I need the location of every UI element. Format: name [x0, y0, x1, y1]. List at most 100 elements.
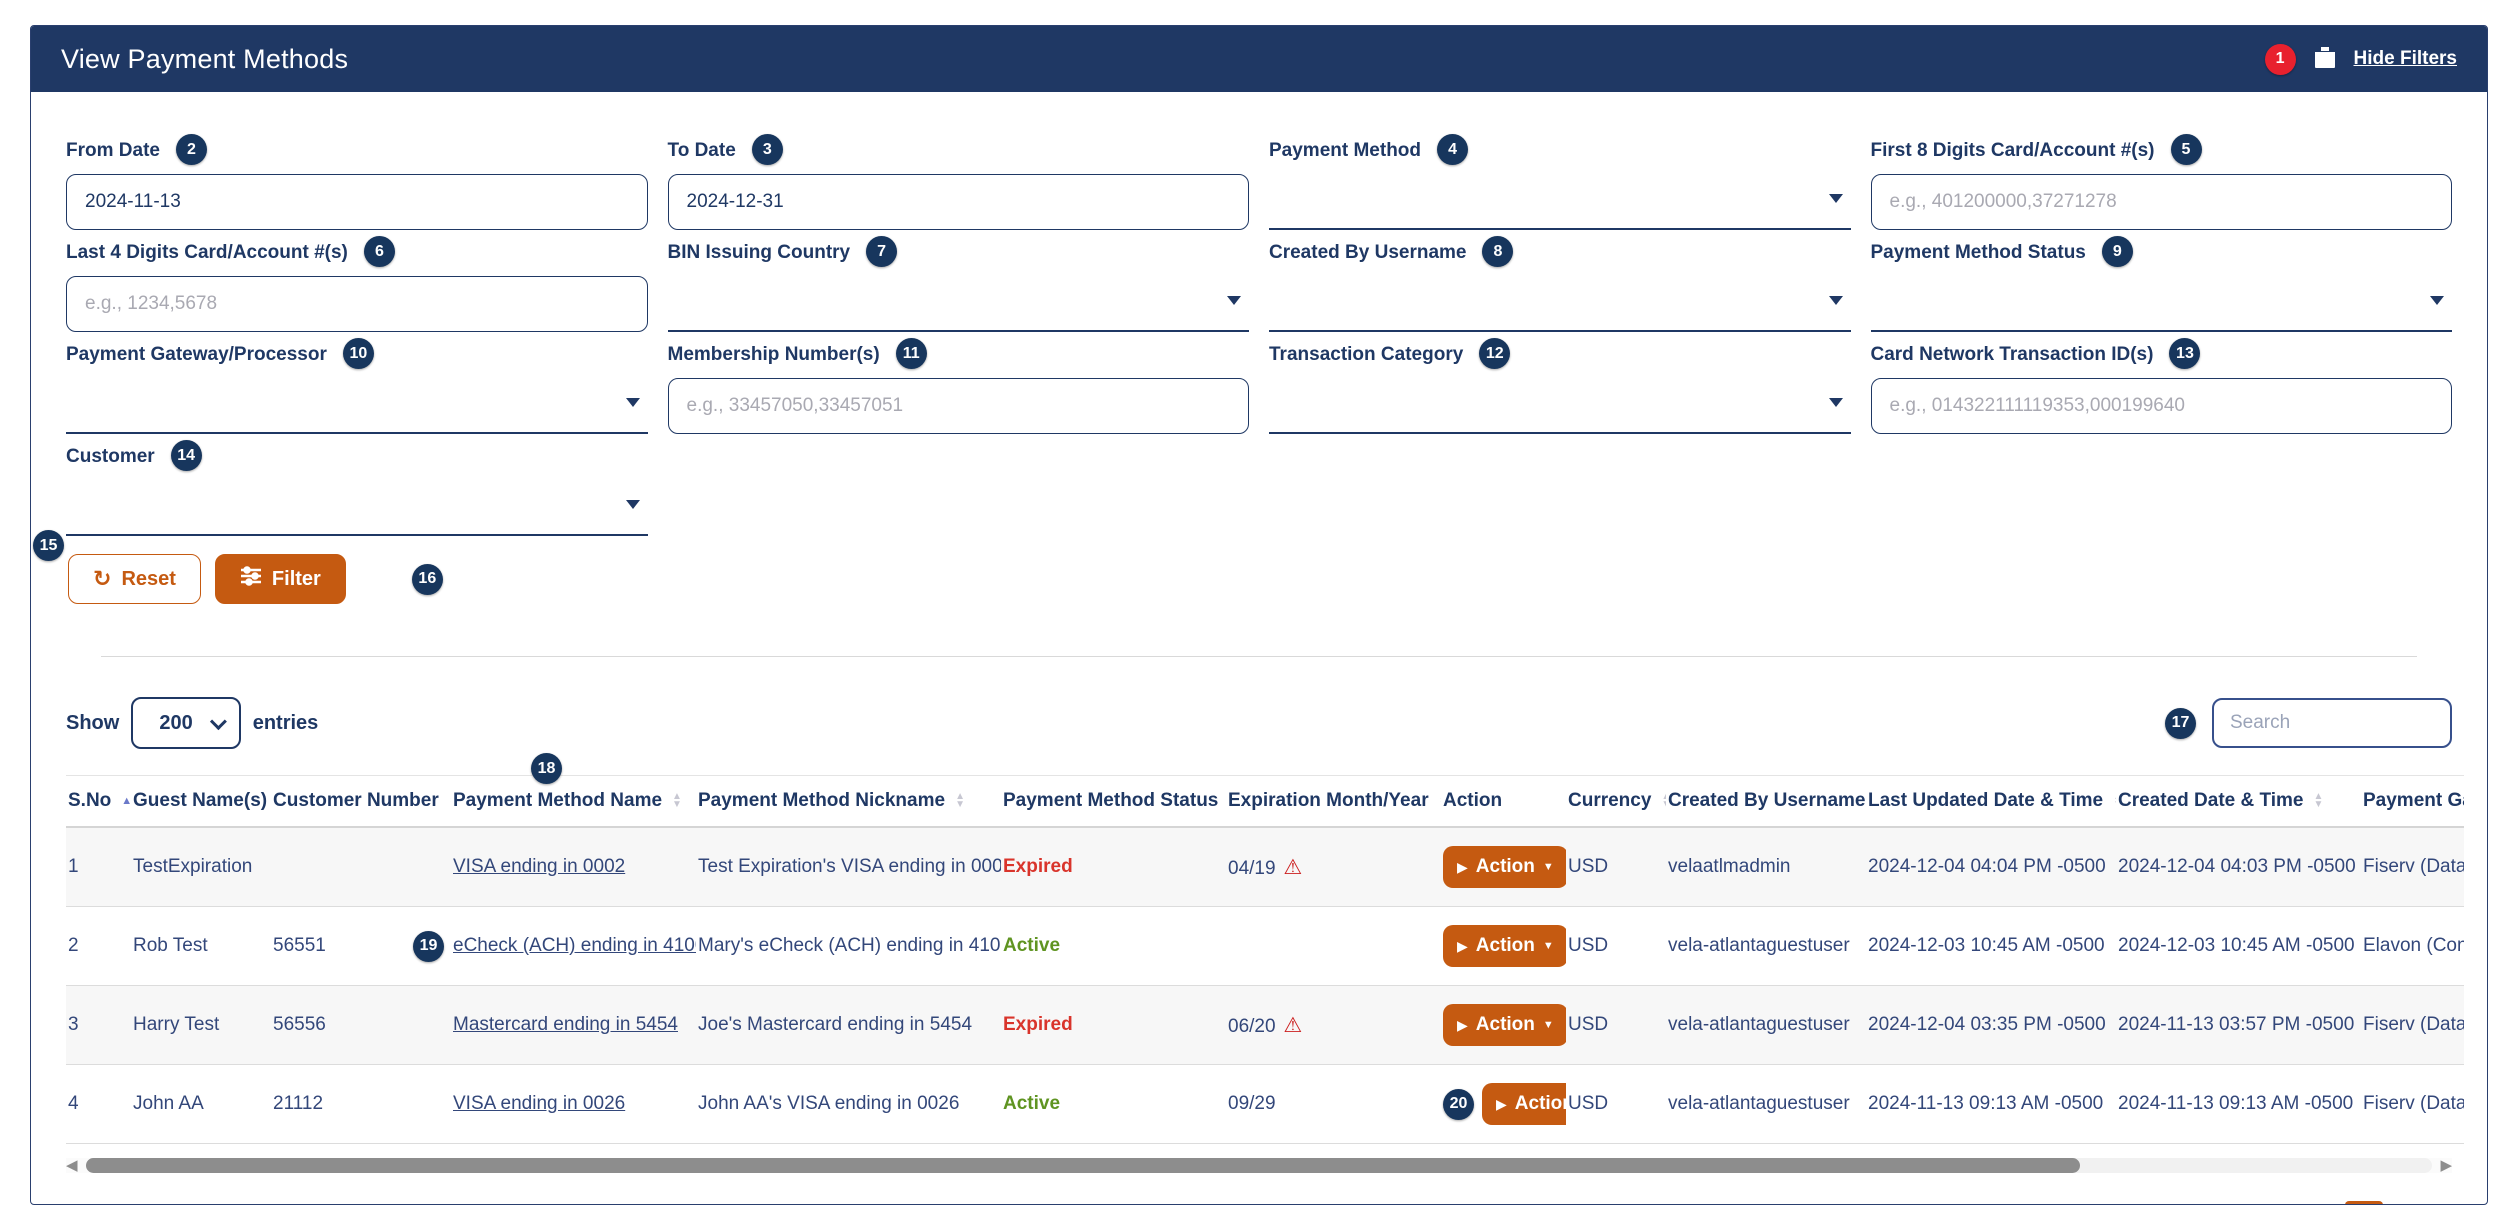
action-button[interactable]: ▶Action▼: [1443, 846, 1566, 888]
guest-name-cell: Harry Test: [131, 985, 271, 1065]
first8-label: First 8 Digits Card/Account #(s): [1870, 140, 2155, 161]
membership-input[interactable]: [667, 378, 1249, 434]
col-header-last-updated[interactable]: Last Updated Date & Time▲▼: [1866, 775, 2116, 828]
card-network-label: Card Network Transaction ID(s): [1870, 344, 2154, 365]
sliders-icon: [240, 566, 262, 592]
expiration-cell: 06/20 ⚠: [1226, 985, 1441, 1065]
sort-icon: ▲▼: [449, 792, 451, 810]
action-button[interactable]: ▶Action▼: [1443, 1004, 1566, 1046]
sort-icon: ▲▼: [2313, 791, 2324, 810]
col-header-payment-gateway[interactable]: Payment Gate: [2361, 775, 2464, 828]
last4-input[interactable]: [66, 276, 648, 332]
table-footer: Showing 1 to 4 of 4 entries 21 Previous …: [31, 1173, 2487, 1206]
currency-cell: USD: [1566, 906, 1666, 986]
sort-icon: ▲▼: [672, 791, 682, 810]
payment-method-link[interactable]: VISA ending in 0026: [453, 1093, 626, 1114]
gateway-cell: Elavon (Converge: [2361, 906, 2464, 986]
status-cell: Expired: [1001, 985, 1226, 1065]
created-by-label: Created By Username: [1269, 242, 1467, 263]
status-badge: Active: [1003, 1093, 1061, 1114]
col-header-sno[interactable]: S.No▲: [66, 775, 131, 828]
annotation-badge-4: 4: [1437, 134, 1469, 165]
payment-method-select[interactable]: [1269, 174, 1851, 230]
table-header-row: S.No▲ Guest Name(s)▲▼ Customer Number▲▼ …: [66, 775, 2464, 828]
scroll-right-icon[interactable]: ▶: [2440, 1157, 2452, 1174]
sort-icon: ▲▼: [1439, 792, 1441, 810]
table-toolbar: Show 200 entries 17: [31, 657, 2487, 775]
annotation-badge-20: 20: [1443, 1088, 1474, 1120]
table-row: 4 John AA 21112 VISA ending in 0026 John…: [66, 1064, 2464, 1144]
annotation-badge-3: 3: [751, 134, 783, 165]
customer-select[interactable]: [66, 480, 648, 536]
action-button[interactable]: ▶Action▼: [1482, 1083, 1566, 1125]
sort-icon: ▲▼: [955, 791, 965, 810]
page-number-button[interactable]: 1: [2344, 1201, 2383, 1204]
col-header-payment-method-status[interactable]: Payment Method Status▲▼: [1001, 775, 1226, 828]
hide-filters-link[interactable]: Hide Filters: [2353, 48, 2457, 69]
col-header-customer-number[interactable]: Customer Number▲▼: [271, 775, 451, 828]
last-updated-cell: 2024-12-03 10:45 AM -0500: [1866, 906, 2116, 986]
col-header-created-date[interactable]: Created Date & Time ▲ ▼: [2116, 775, 2361, 828]
search-input[interactable]: [2212, 698, 2452, 748]
caret-down-icon: [1828, 193, 1843, 203]
sno-cell: 1: [66, 827, 131, 907]
action-cell: ▶ Action ▼: [1441, 827, 1566, 907]
caret-down-icon: [625, 499, 640, 509]
customer-number-cell: [271, 827, 451, 907]
status-cell: Active: [1001, 1064, 1226, 1144]
caret-down-icon: ▼: [1542, 940, 1554, 952]
currency-cell: USD: [1566, 827, 1666, 907]
filter-button[interactable]: Filter: [214, 554, 346, 604]
annotation-badge-6: 6: [363, 236, 395, 267]
table-row: 3 Harry Test 56556 Mastercard ending in …: [66, 985, 2464, 1065]
payment-method-link[interactable]: eCheck (ACH) ending in 4100: [453, 935, 696, 956]
col-header-expiration[interactable]: Expiration Month/Year▲▼: [1226, 775, 1441, 828]
payment-methods-table: S.No▲ Guest Name(s)▲▼ Customer Number▲▼ …: [66, 775, 2464, 1144]
expiration-cell: 09/29: [1226, 1064, 1441, 1144]
filters-section: From Date 2 To Date 3 Payment Method 4: [31, 92, 2487, 657]
action-button[interactable]: ▶Action▼: [1443, 925, 1566, 967]
customer-number-cell: 56556: [271, 985, 451, 1065]
pm-status-select[interactable]: [1870, 276, 2452, 332]
annotation-badge-18: 18: [531, 753, 562, 784]
col-header-payment-method-name[interactable]: Payment Method Name ▲ ▼: [451, 775, 696, 828]
gateway-select[interactable]: [66, 378, 648, 434]
scrollbar-thumb[interactable]: [85, 1158, 2081, 1173]
gateway-label: Payment Gateway/Processor: [66, 344, 327, 365]
created-by-cell: vela-atlantaguestuser: [1666, 906, 1866, 986]
action-cell: 20▶Action▼: [1441, 1064, 1566, 1144]
reset-button[interactable]: ↻ Reset: [68, 554, 201, 604]
annotation-badge-1: 1: [2264, 43, 2296, 75]
search-area: 17: [2165, 698, 2452, 748]
annotation-badge-7: 7: [866, 236, 898, 267]
col-header-currency[interactable]: Currency▲▼: [1566, 775, 1666, 828]
col-header-payment-method-nickname[interactable]: Payment Method Nickname ▲ ▼: [696, 775, 1001, 828]
status-badge: Expired: [1003, 1014, 1073, 1035]
scroll-left-icon[interactable]: ◀: [66, 1157, 78, 1174]
created-by-select[interactable]: [1269, 276, 1851, 332]
annotation-badge-21: 21: [2177, 1205, 2208, 1206]
payment-method-name-cell: 19 eCheck (ACH) ending in 4100: [413, 906, 696, 986]
created-date-cell: 2024-11-13 09:13 AM -0500: [2116, 1064, 2361, 1144]
entries-per-page-select[interactable]: 200: [131, 697, 241, 749]
col-header-guest-name[interactable]: Guest Name(s)▲▼: [131, 775, 271, 828]
payment-method-label: Payment Method: [1269, 140, 1422, 161]
section-divider: [101, 656, 2417, 657]
txn-category-label: Transaction Category: [1269, 344, 1464, 365]
payment-method-link[interactable]: Mastercard ending in 5454: [453, 1014, 678, 1035]
payment-method-link[interactable]: VISA ending in 0002: [453, 856, 626, 877]
from-date-input[interactable]: [66, 174, 648, 230]
txn-category-select[interactable]: [1269, 378, 1851, 434]
pagination: 21 Previous 1 Next: [2177, 1201, 2452, 1206]
first8-input[interactable]: [1870, 174, 2452, 230]
payment-method-name-cell: VISA ending in 0026: [451, 1064, 696, 1144]
payment-method-name-cell: Mastercard ending in 5454: [451, 985, 696, 1065]
scrollbar-track[interactable]: [85, 1158, 2433, 1173]
bin-country-select[interactable]: [667, 276, 1249, 332]
caret-down-icon: ▼: [1542, 1019, 1554, 1031]
card-network-input[interactable]: [1870, 378, 2452, 434]
col-header-created-by[interactable]: Created By Username▲▼: [1666, 775, 1866, 828]
to-date-input[interactable]: [667, 174, 1249, 230]
filter-gateway: Payment Gateway/Processor 10: [66, 338, 648, 434]
membership-label: Membership Number(s): [667, 344, 880, 365]
